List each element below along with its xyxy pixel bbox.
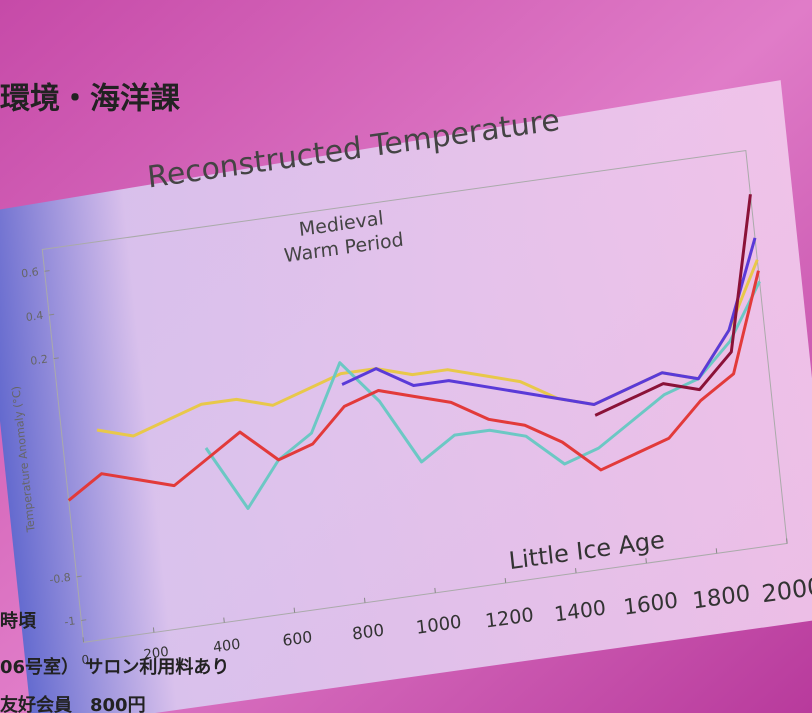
y-tick (53, 357, 59, 360)
x-tick (152, 627, 155, 633)
y-tick (49, 313, 55, 316)
x-tick-label: 400 (212, 637, 241, 657)
chart-panel (0, 80, 812, 713)
x-tick-label: 200 (143, 645, 170, 663)
x-tick (293, 607, 296, 613)
y-tick-label: 0.6 (21, 265, 40, 280)
y-tick (76, 575, 82, 578)
x-tick (363, 597, 366, 603)
overlay-text: 06号室） サロン利用料あり (0, 656, 229, 678)
x-tick (504, 577, 507, 584)
x-tick (434, 587, 436, 593)
x-tick-label: 800 (351, 619, 385, 643)
overlay-text: 時頃 (0, 611, 37, 632)
series-line (594, 194, 752, 417)
y-tick-label: 0.4 (25, 309, 44, 324)
x-tick-label: 0 (81, 652, 90, 667)
series-line (341, 237, 757, 406)
series-line (67, 270, 760, 502)
overlay-text: 環境・海洋課 (0, 82, 181, 117)
y-tick-label: -1 (64, 614, 76, 628)
y-tick-label: -0.8 (49, 571, 72, 587)
x-tick (575, 568, 577, 574)
x-tick (715, 548, 718, 554)
x-tick (645, 558, 647, 564)
x-tick (786, 538, 788, 544)
x-tick (82, 637, 85, 643)
overlay-text: 友好会員 800円 (0, 694, 146, 713)
y-tick (81, 619, 87, 621)
y-tick-label: 0.2 (30, 352, 49, 367)
x-tick (223, 617, 225, 623)
series-line (204, 280, 761, 510)
y-tick (44, 270, 50, 272)
x-tick-label: 600 (282, 628, 313, 650)
